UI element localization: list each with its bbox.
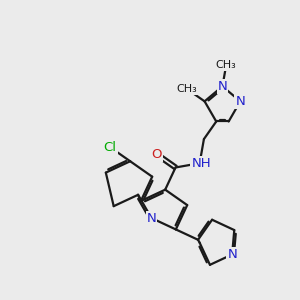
Text: NH: NH [191, 157, 211, 170]
Text: CH₃: CH₃ [177, 84, 197, 94]
Text: CH₃: CH₃ [216, 60, 236, 70]
Text: N: N [227, 248, 237, 261]
Text: O: O [151, 148, 162, 160]
Text: N: N [218, 80, 227, 93]
Text: N: N [147, 212, 156, 225]
Text: N: N [236, 95, 245, 108]
Text: Cl: Cl [103, 141, 117, 154]
